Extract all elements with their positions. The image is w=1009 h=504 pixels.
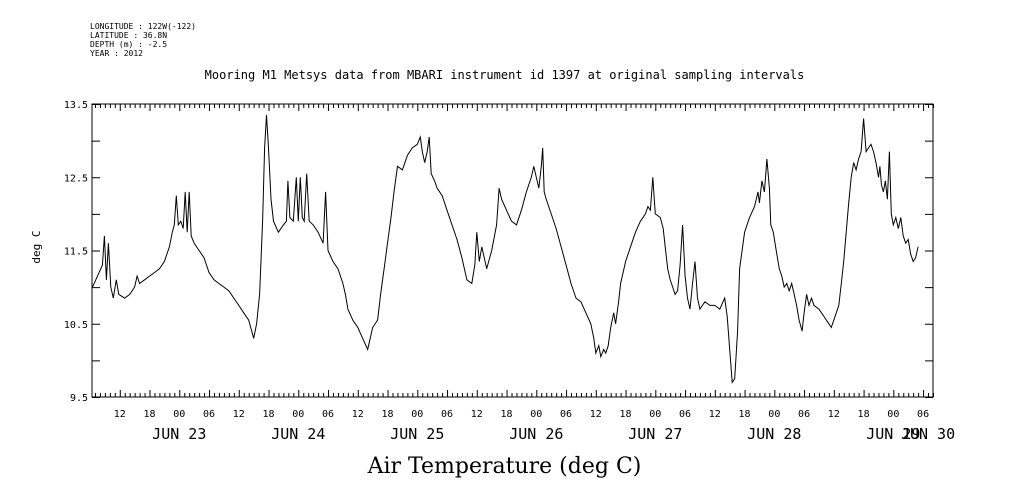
x-hour-tick-label: 00 xyxy=(173,409,185,420)
x-hour-tick-label: 12 xyxy=(233,409,245,420)
series-line xyxy=(92,114,919,384)
chart-series xyxy=(92,114,919,384)
y-tick-label: 12.5 xyxy=(64,173,88,184)
x-hour-tick-label: 12 xyxy=(709,409,721,420)
chart-tick-labels: 9.5 10.5 11.5 12.5 13.5 12 18 00 06 12 18 00 06 12 18 0… xyxy=(64,100,955,443)
longitude-label: LONGITUDE : 122W(-122) xyxy=(90,22,196,31)
x-hour-tick-label: 00 xyxy=(887,409,899,420)
x-hour-tick-label: 18 xyxy=(739,409,751,420)
x-hour-tick-label: 18 xyxy=(620,409,632,420)
x-day-label: JUN 28 xyxy=(747,425,801,443)
x-hour-tick-label: 18 xyxy=(858,409,870,420)
y-tick-label: 10.5 xyxy=(64,320,88,331)
y-tick-label: 11.5 xyxy=(64,247,88,258)
x-hour-tick-label: 06 xyxy=(917,409,929,420)
chart-ticks xyxy=(92,104,934,398)
x-hour-tick-label: 18 xyxy=(382,409,394,420)
x-hour-tick-label: 12 xyxy=(828,409,840,420)
latitude-label: LATITUDE : 36.8N xyxy=(90,31,168,40)
y-tick-label: 13.5 xyxy=(64,100,88,111)
depth-label: DEPTH (m) : -2.5 xyxy=(90,40,168,49)
y-tick-label: 9.5 xyxy=(70,393,88,404)
x-hour-tick-label: 06 xyxy=(322,409,334,420)
x-hour-tick-label: 12 xyxy=(471,409,483,420)
x-hour-tick-label: 00 xyxy=(411,409,423,420)
x-hour-tick-label: 18 xyxy=(263,409,275,420)
x-day-label: JUN 27 xyxy=(628,425,682,443)
x-hour-tick-label: 06 xyxy=(203,409,215,420)
chart-axes xyxy=(91,103,934,398)
x-hour-tick-label: 00 xyxy=(649,409,661,420)
x-hour-tick-label: 12 xyxy=(114,409,126,420)
x-hour-tick-label: 18 xyxy=(143,409,155,420)
x-hour-tick-label: 00 xyxy=(292,409,304,420)
x-day-label: JUN 25 xyxy=(390,425,444,443)
x-hour-tick-label: 00 xyxy=(530,409,542,420)
x-day-label: JUN 23 xyxy=(152,425,206,443)
x-hour-tick-label: 12 xyxy=(590,409,602,420)
x-axis-title: Air Temperature (deg C) xyxy=(367,454,642,479)
x-day-label: JUN 24 xyxy=(271,425,325,443)
x-hour-tick-label: 06 xyxy=(798,409,810,420)
x-hour-tick-label: 06 xyxy=(441,409,453,420)
y-axis-label: deg C xyxy=(30,230,43,263)
plot-frame xyxy=(91,103,934,398)
year-label: YEAR : 2012 xyxy=(90,49,143,58)
chart-title: Mooring M1 Metsys data from MBARI instru… xyxy=(204,68,805,82)
x-day-label: JUN 26 xyxy=(509,425,563,443)
x-hour-tick-label: 12 xyxy=(352,409,364,420)
x-day-label: JUN 30 xyxy=(901,425,955,443)
x-day-label: JUN 29 xyxy=(866,425,920,443)
x-hour-tick-label: 00 xyxy=(768,409,780,420)
x-hour-tick-label: 06 xyxy=(560,409,572,420)
x-hour-tick-label: 18 xyxy=(501,409,513,420)
x-hour-tick-label: 06 xyxy=(679,409,691,420)
